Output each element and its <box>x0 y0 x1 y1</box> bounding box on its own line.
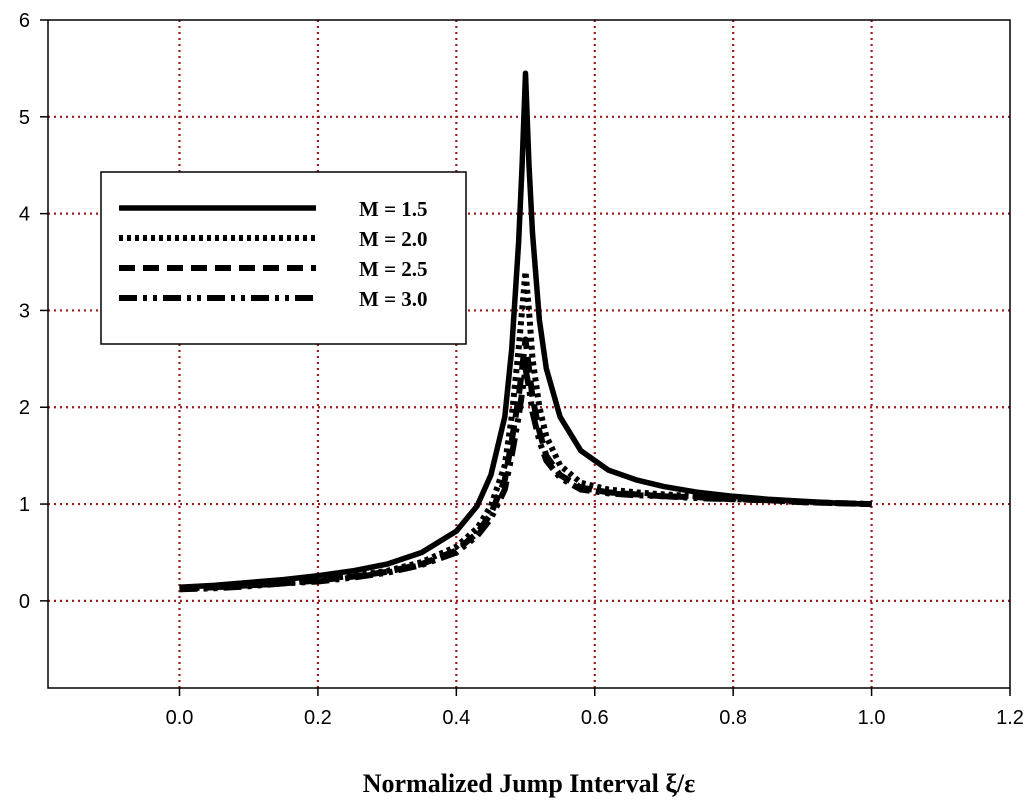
y-tick-label: 3 <box>19 300 30 322</box>
y-tick-label: 6 <box>19 10 30 32</box>
x-tick-label: 1.0 <box>858 707 886 729</box>
x-tick-label: 0.2 <box>304 707 332 729</box>
legend-label: M = 2.5 <box>359 257 428 281</box>
y-tick-label: 1 <box>19 494 30 516</box>
x-tick-label: 1.2 <box>996 707 1024 729</box>
series-group <box>179 70 872 593</box>
y-axis-ticks: 0 1 2 3 4 5 6 <box>19 10 48 613</box>
x-tick-label: 0.0 <box>166 707 194 729</box>
series-line-1 <box>179 70 872 591</box>
plot-frame <box>47 19 1011 689</box>
y-tick-label: 4 <box>19 204 30 226</box>
series-line-4 <box>179 365 872 593</box>
x-axis-ticks: 0.0 0.2 0.4 0.6 0.8 1.0 1.2 <box>166 688 1024 729</box>
series-line-3 <box>179 336 872 593</box>
x-axis-label: Normalized Jump Interval ξ/ε <box>363 769 696 798</box>
legend-box <box>100 171 467 345</box>
x-tick-label: 0.6 <box>581 707 609 729</box>
y-tick-label: 2 <box>19 397 30 419</box>
x-tick-label: 0.4 <box>442 707 470 729</box>
legend-label: M = 2.0 <box>359 227 428 251</box>
y-tick-label: 0 <box>19 591 30 613</box>
legend-label: M = 1.5 <box>359 197 428 221</box>
legend: M = 1.5 M = 2.0 M = 2.5 M = 3.0 <box>100 171 467 345</box>
legend-label: M = 3.0 <box>359 287 428 311</box>
y-tick-label: 5 <box>19 107 30 129</box>
x-tick-label: 0.8 <box>719 707 747 729</box>
